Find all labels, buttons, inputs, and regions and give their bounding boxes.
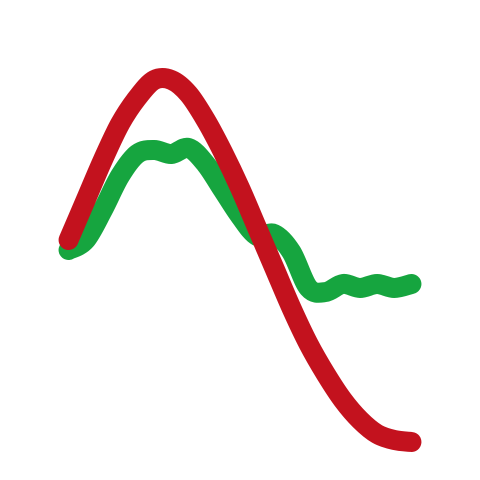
series-line-green xyxy=(58,137,422,303)
series-layer xyxy=(58,68,422,452)
series-line-red xyxy=(58,68,422,452)
